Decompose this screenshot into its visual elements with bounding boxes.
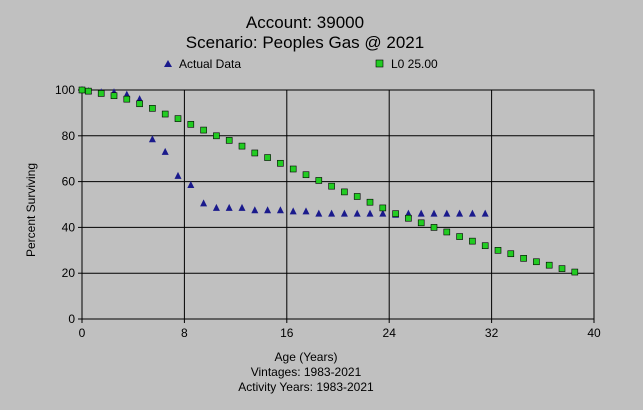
l0-point (187, 121, 195, 128)
legend: Actual Data L0 25.00 (164, 57, 438, 71)
chart-subtitle: Scenario: Peoples Gas @ 2021 (186, 33, 424, 52)
legend-square-marker (375, 59, 384, 68)
l0-point (469, 237, 476, 245)
l0-point (136, 100, 143, 108)
actual-data-point (174, 171, 182, 179)
x-tick-label: 32 (485, 326, 499, 340)
x-tick-label: 8 (181, 326, 188, 340)
l0-point (315, 177, 323, 184)
actual-data-point (264, 206, 272, 214)
l0-point (481, 242, 489, 250)
l0-point (507, 250, 515, 258)
legend-label-actual: Actual Data (179, 57, 241, 71)
l0-point (289, 165, 297, 173)
l0-point (264, 154, 271, 161)
chart-title: Account: 39000 (246, 13, 364, 32)
y-tick-label: 60 (62, 175, 76, 189)
vintages-note: Vintages: 1983-2021 (251, 365, 362, 379)
actual-data-point (302, 207, 310, 215)
l0-point (225, 137, 233, 144)
actual-data-point (430, 209, 438, 217)
x-tick-label: 0 (79, 326, 86, 340)
actual-data-point (289, 207, 297, 215)
l0-point (392, 210, 399, 217)
l0-point (533, 258, 540, 266)
l0-point (494, 247, 502, 254)
actual-data-point (379, 209, 387, 217)
plot-area (81, 89, 595, 320)
actual-data-point (404, 209, 412, 217)
l0-point (200, 126, 207, 134)
l0-point (85, 87, 92, 95)
l0-point (520, 255, 527, 262)
y-tick-label: 40 (62, 220, 76, 234)
series-l0-curve (78, 86, 579, 276)
l0-point (430, 224, 438, 231)
actual-data-point (276, 206, 284, 214)
activity-years-note: Activity Years: 1983-2021 (238, 380, 374, 394)
l0-point (341, 188, 348, 196)
l0-point (405, 214, 412, 222)
l0-point (251, 149, 259, 157)
l0-point (379, 204, 387, 212)
actual-data-point (443, 209, 451, 217)
l0-point (238, 142, 246, 150)
actual-data-point (238, 203, 246, 211)
y-tick-label: 0 (68, 312, 75, 326)
l0-point (161, 110, 169, 118)
actual-data-point (417, 209, 425, 217)
l0-point (417, 219, 425, 227)
x-axis-label: Age (Years) (275, 350, 338, 364)
actual-data-point (148, 135, 156, 143)
l0-point (123, 95, 131, 103)
actual-data-point (161, 147, 169, 155)
y-tick-label: 20 (62, 266, 76, 280)
l0-point (328, 182, 335, 190)
l0-point (277, 159, 284, 167)
l0-point (97, 90, 105, 97)
y-axis-label: Percent Surviving (24, 163, 38, 257)
l0-point (353, 193, 361, 200)
x-tick-label: 24 (383, 326, 397, 340)
axis-ticks: 0 8 16 24 32 40 0 20 40 60 80 100 (55, 83, 601, 340)
actual-data-point (123, 90, 131, 98)
x-tick-label: 16 (280, 326, 294, 340)
grid-lines (82, 90, 594, 319)
actual-data-point (200, 199, 208, 207)
actual-data-point (225, 203, 233, 211)
actual-data-point (340, 209, 348, 217)
actual-data-point (315, 209, 323, 217)
l0-point (545, 261, 553, 269)
legend-label-l0: L0 25.00 (391, 57, 438, 71)
actual-data-point (187, 181, 195, 189)
l0-point (302, 171, 310, 179)
legend-triangle-marker (164, 60, 172, 67)
l0-point (366, 198, 374, 206)
actual-data-point (366, 209, 374, 217)
l0-point (110, 92, 118, 100)
l0-point (149, 105, 156, 112)
y-tick-label: 100 (55, 83, 75, 97)
actual-data-point (136, 95, 144, 103)
actual-data-point (328, 209, 336, 217)
l0-point (213, 132, 220, 140)
l0-point (174, 115, 182, 122)
actual-data-point (481, 209, 489, 217)
l0-point (558, 265, 566, 272)
y-tick-label: 80 (62, 129, 76, 143)
x-tick-label: 40 (587, 326, 601, 340)
actual-data-point (456, 209, 464, 217)
actual-data-point (251, 206, 259, 214)
l0-point (456, 233, 463, 240)
l0-point (78, 86, 86, 94)
l0-point (571, 268, 579, 276)
actual-data-point (353, 209, 361, 217)
actual-data-point (212, 203, 220, 211)
l0-point (443, 228, 451, 236)
actual-data-point (468, 209, 476, 217)
